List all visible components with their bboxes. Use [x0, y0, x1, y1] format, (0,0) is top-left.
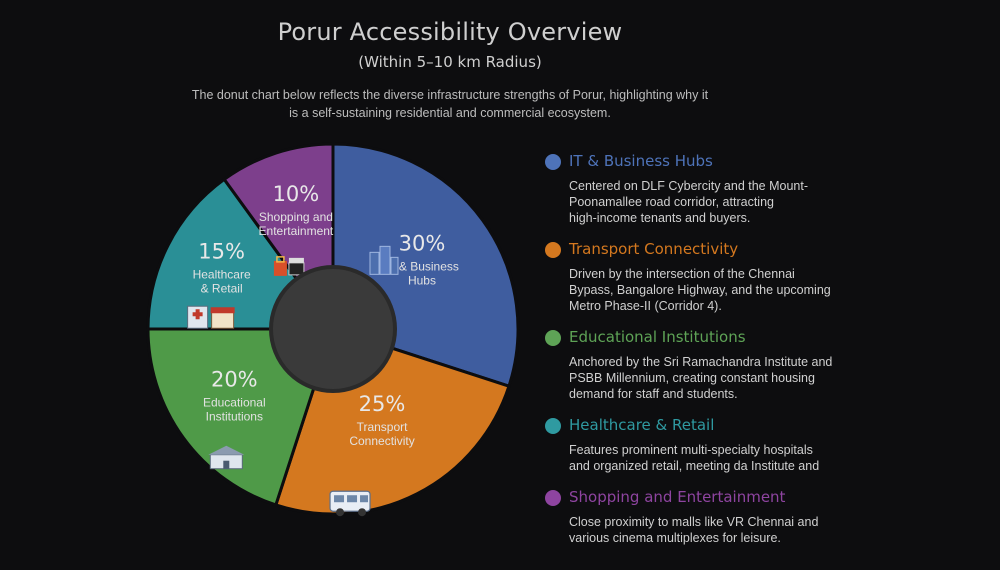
slice-percent-label: 10% [273, 182, 320, 206]
hospital-store-icon [187, 305, 235, 329]
legend-description: Anchored by the Sri Ramachandra Institut… [569, 354, 873, 402]
slice-name-label: Hubs [408, 273, 436, 287]
page-title: Porur Accessibility Overview [277, 18, 623, 46]
legend-description: Driven by the intersection of the Chenna… [569, 266, 873, 314]
legend-title: Transport Connectivity [569, 240, 739, 258]
shopping-clapper-icon [273, 256, 305, 276]
legend-description: Features prominent multi-specialty hospi… [569, 442, 873, 474]
legend-item: Healthcare & Retail Features prominent mu… [543, 414, 873, 474]
chart-legend: IT & Business Hubs Centered on DLF Cyberc… [543, 150, 873, 558]
van-icon [329, 490, 371, 517]
slice-name-label: Transport [357, 420, 409, 434]
office-buildings-icon [369, 245, 399, 275]
slice-name-label: Healthcare [193, 267, 251, 281]
legend-title: Shopping and Entertainment [569, 488, 786, 506]
slice-name-label: IT & Business [385, 259, 459, 273]
legend-description-line: demand for staff and students. [569, 387, 738, 401]
legend-title: IT & Business Hubs [569, 152, 713, 170]
legend-description-line: Anchored by the Sri Ramachandra Institut… [569, 355, 833, 369]
slice-name-label: Entertainment [259, 224, 334, 238]
slice-percent-label: 15% [198, 239, 245, 263]
legend-title: Healthcare & Retail [569, 416, 715, 434]
legend-item: Shopping and Entertainment Close proximit… [543, 486, 873, 546]
legend-description-line: PSBB Millennium, creating constant housi… [569, 371, 815, 385]
legend-description-line: and organized retail, meeting da Institu… [569, 459, 820, 473]
school-building-icon [208, 445, 245, 470]
slice-name-label: Connectivity [349, 434, 414, 448]
legend-item: Educational Institutions Anchored by the … [543, 326, 873, 402]
legend-title: Educational Institutions [569, 328, 746, 346]
slice-group: 15% Healthcare& Retail [146, 177, 299, 331]
legend-description-line: Poonamallee road corridor, attracting [569, 195, 774, 209]
legend-color-dot [545, 330, 561, 346]
page-subtitle: (Within 5–10 km Radius) [358, 53, 542, 71]
legend-description-line: various cinema multiplexes for leisure. [569, 531, 781, 545]
legend-color-dot [545, 418, 561, 434]
slice-percent-label: 25% [359, 392, 406, 416]
legend-item: Transport Connectivity Driven by the inte… [543, 238, 873, 314]
slice-name-label: & Retail [201, 281, 243, 295]
legend-description-line: Metro Phase-II (Corridor 4). [569, 299, 722, 313]
donut-center [269, 265, 397, 393]
slice-name-label: Educational [203, 396, 266, 410]
legend-color-dot [545, 242, 561, 258]
legend-color-dot [545, 154, 561, 170]
legend-description-line: Close proximity to malls like VR Chennai… [569, 515, 819, 529]
slice-name-label: Shopping and [259, 210, 333, 224]
legend-description-line: Bypass, Bangalore Highway, and the upcom… [569, 283, 831, 297]
legend-description-line: high-income tenants and buyers. [569, 211, 751, 225]
legend-description-line: Centered on DLF Cybercity and the Mount- [569, 179, 809, 193]
legend-description: Close proximity to malls like VR Chennai… [569, 514, 873, 546]
legend-description-line: Driven by the intersection of the Chenna… [569, 267, 795, 281]
slice-percent-label: 30% [399, 231, 446, 255]
slice-percent-label: 20% [211, 368, 258, 392]
chart-description: The donut chart below reflects the diver… [191, 88, 709, 120]
legend-description-line: Features prominent multi-specialty hospi… [569, 443, 813, 457]
legend-item: IT & Business Hubs Centered on DLF Cyberc… [543, 150, 873, 226]
legend-color-dot [545, 490, 561, 506]
legend-description: Centered on DLF Cybercity and the Mount-… [569, 178, 873, 226]
slice-name-label: Institutions [206, 410, 263, 424]
